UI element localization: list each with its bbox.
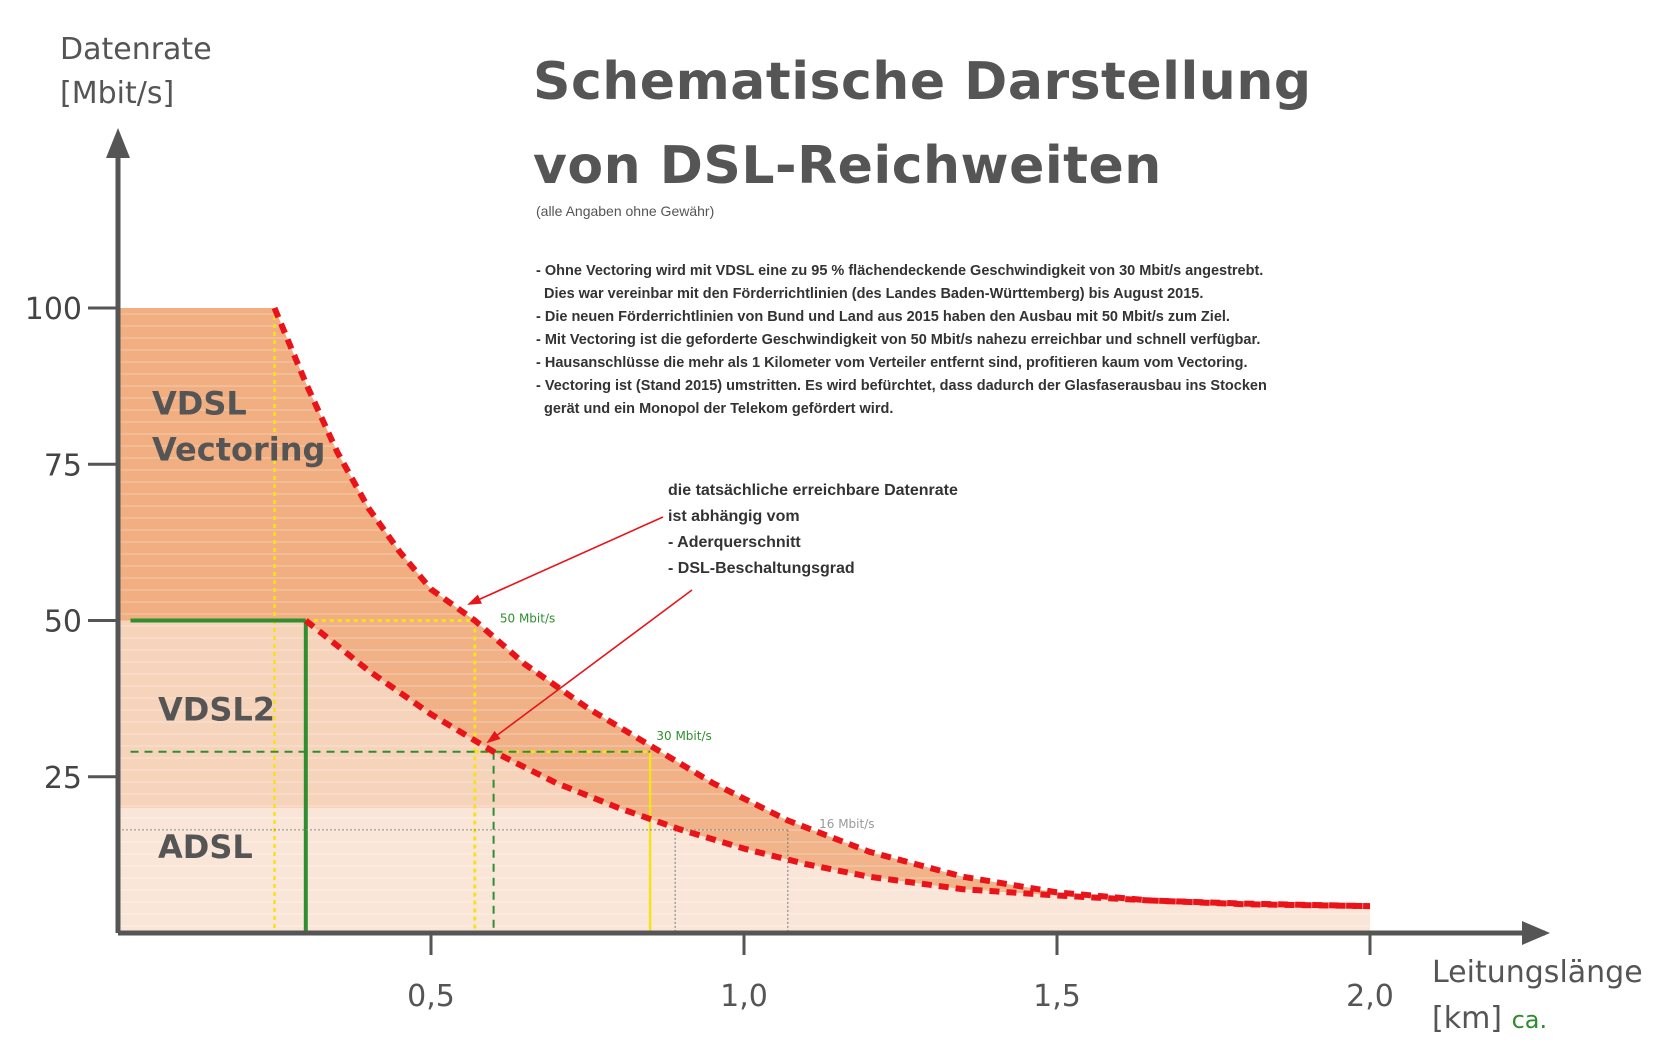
- x-tick-label: 2,0: [1346, 979, 1394, 1014]
- x-tick-label: 0,5: [407, 979, 455, 1014]
- callout-line: die tatsächliche erreichbare Datenrate: [668, 482, 958, 499]
- y-tick-label: 100: [25, 292, 82, 327]
- band-label: ADSL: [158, 828, 253, 866]
- y-axis-label-line1: Datenrate: [60, 32, 212, 67]
- y-tick-label: 25: [44, 761, 82, 796]
- x-axis-label: Leitungslänge [km] ca.: [1432, 950, 1643, 1043]
- callout-arrow-upper: [467, 516, 664, 605]
- note-line: - Die neuen Förderrichtlinien von Bund u…: [536, 309, 1230, 325]
- callout-line: ist abhängig vom: [668, 508, 800, 525]
- x-axis-label-line2: [km]: [1432, 1001, 1503, 1036]
- ref-label: 50 Mbit/s: [500, 612, 555, 626]
- area-above-curve: [274, 245, 1380, 907]
- note-line: gerät und ein Monopol der Telekom geförd…: [544, 401, 894, 417]
- band-label: VDSL: [152, 384, 247, 422]
- callout-text: die tatsächliche erreichbare Datenrate i…: [668, 478, 958, 582]
- note-line: - Vectoring ist (Stand 2015) umstritten.…: [536, 378, 1267, 394]
- curve-lower: [303, 618, 1371, 910]
- notes-block: - Ohne Vectoring wird mit VDSL eine zu 9…: [536, 260, 1486, 421]
- y-axis-label-line2: [Mbit/s]: [60, 76, 175, 111]
- y-tick-label: 50: [44, 605, 82, 640]
- x-axis-label-suffix: ca.: [1511, 1006, 1548, 1034]
- callout-line: - DSL-Beschaltungsgrad: [668, 560, 855, 577]
- disclaimer: (alle Angaben ohne Gewähr): [536, 203, 715, 219]
- area-vectoring-gain: [118, 308, 1370, 907]
- band-label: VDSL2: [158, 691, 275, 729]
- note-line: Dies war vereinbar mit den Förderrichtli…: [544, 286, 1204, 302]
- y-axis-label: Datenrate [Mbit/s]: [60, 28, 212, 116]
- y-tick-label: 75: [44, 448, 82, 483]
- callout-arrow-lower: [486, 589, 693, 744]
- note-line: - Hausanschlüsse die mehr als 1 Kilomete…: [536, 355, 1248, 371]
- ref-label: 30 Mbit/s: [656, 729, 711, 743]
- curve-upper: [271, 306, 1371, 910]
- note-line: - Mit Vectoring ist die geforderte Gesch…: [536, 332, 1261, 348]
- ref-label: 16 Mbit/s: [819, 817, 874, 831]
- title-line2: von DSL-Reichweiten: [533, 136, 1162, 196]
- x-tick-label: 1,0: [720, 979, 768, 1014]
- x-axis-label-line1: Leitungslänge: [1432, 955, 1643, 990]
- note-line: - Ohne Vectoring wird mit VDSL eine zu 9…: [536, 263, 1264, 279]
- area-right-margin: [1370, 245, 1430, 933]
- title-line1: Schematische Darstellung: [533, 52, 1312, 112]
- x-axis-arrow-icon: [1522, 921, 1550, 945]
- band-label: Vectoring: [152, 430, 325, 468]
- y-axis-arrow-icon: [106, 128, 130, 158]
- x-tick-label: 1,5: [1033, 979, 1081, 1014]
- callout-line: - Aderquerschnitt: [668, 534, 801, 551]
- chart-title: Schematische Darstellung von DSL-Reichwe…: [533, 40, 1312, 208]
